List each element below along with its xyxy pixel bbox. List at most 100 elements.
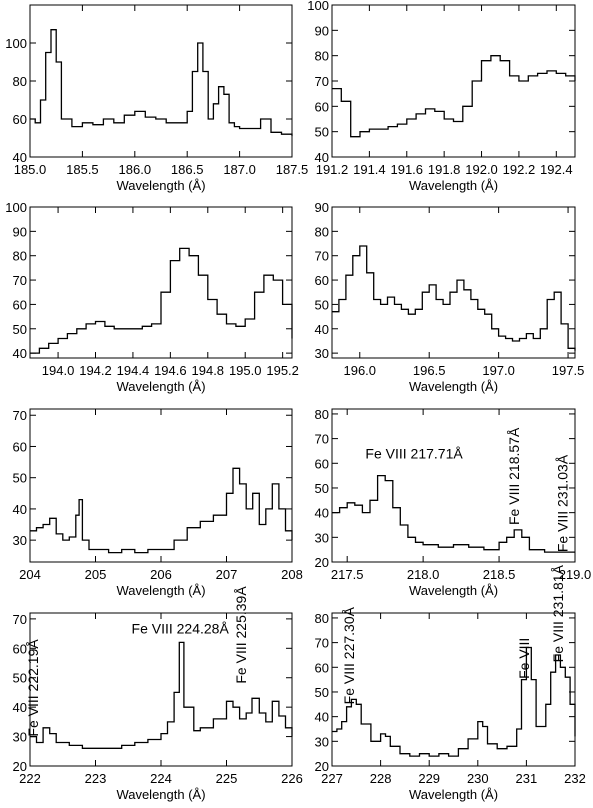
y-tick-label: 100 [5,36,27,51]
y-tick-label: 70 [13,273,27,288]
y-tick-label: 30 [315,734,329,749]
y-tick-label: 80 [315,611,329,626]
x-tick-label: 194.0 [42,363,75,378]
y-tick-label: 60 [315,456,329,471]
y-tick-label: 60 [315,273,329,288]
y-tick-label: 70 [13,612,27,627]
x-tick-label: 194.4 [117,363,150,378]
y-tick-label: 100 [307,0,329,13]
x-axis-label: Wavelength (Å) [409,178,498,193]
plot-frame [331,206,576,359]
x-tick-label: 232 [564,771,586,786]
spectrum-line [30,467,293,554]
x-tick-label: 196.5 [413,363,446,378]
x-tick-label: 208 [281,567,303,582]
y-tick-label: 50 [315,685,329,700]
plot-frame [29,206,293,359]
y-tick-label: 40 [13,346,27,361]
x-tick-label: 192.4 [540,162,573,177]
y-tick-label: 90 [315,23,329,38]
x-tick-label: 204 [19,567,41,582]
x-tick-label: 195.0 [229,363,262,378]
y-tick-label: 60 [315,99,329,114]
line-annotation: Fe VIII [516,638,532,679]
y-tick-label: 70 [315,636,329,651]
plot-frame [331,408,576,563]
x-tick-label: 229 [418,771,440,786]
x-tick-label: 223 [85,771,107,786]
y-tick-label: 50 [315,481,329,496]
y-tick-label: 60 [13,297,27,312]
x-tick-label: 195.2 [266,363,299,378]
x-axis-label: Wavelength (Å) [409,379,498,394]
x-tick-label: 205 [85,567,107,582]
x-tick-label: 196.0 [343,363,376,378]
x-tick-label: 191.4 [353,162,386,177]
x-tick-label: 197.0 [482,363,515,378]
x-tick-label: 192.2 [503,162,536,177]
x-tick-label: 185.5 [66,162,99,177]
x-tick-label: 194.2 [79,363,112,378]
line-annotation: Fe VIII 231.81Å [550,564,566,662]
plot-frame [331,4,576,158]
x-tick-label: 194.6 [154,363,187,378]
y-tick-label: 30 [315,346,329,361]
x-tick-label: 186.5 [171,162,204,177]
x-tick-label: 206 [150,567,172,582]
y-tick-label: 60 [315,660,329,675]
x-tick-label: 227 [321,771,343,786]
plot-frame [331,612,576,767]
panel-6: 217.5 218.0 218.5 219.0 20 30 40 50 60 70 80 Wavele… [315,407,592,598]
spectrum-line [332,55,576,138]
y-tick-label: 40 [315,150,329,165]
y-tick-label: 80 [315,224,329,239]
x-axis-label: Wavelength (Å) [116,178,205,193]
line-annotation: Fe VIII 217.71Å [365,445,463,461]
x-axis-label: Wavelength (Å) [116,379,205,394]
panel-2: 191.2 191.4 191.6 191.8 192.0 192.2 192.4 40 50 6… [307,0,576,193]
y-tick-label: 50 [315,297,329,312]
x-tick-label: 217.5 [331,567,364,582]
spectrum-line [332,245,576,351]
y-tick-label: 50 [13,322,27,337]
line-annotation: Fe VIII 227.30Å [341,606,357,704]
x-tick-label: 185.0 [14,162,47,177]
y-tick-label: 40 [315,506,329,521]
y-tick-label: 70 [315,432,329,447]
y-tick-label: 70 [315,249,329,264]
y-tick-label: 80 [13,249,27,264]
x-tick-label: 219.0 [559,567,592,582]
y-tick-label: 70 [315,74,329,89]
x-tick-label: 187.0 [223,162,256,177]
y-tick-label: 40 [315,710,329,725]
y-tick-label: 40 [13,700,27,715]
x-tick-label: 222 [19,771,41,786]
x-tick-label: 191.2 [316,162,349,177]
y-tick-label: 30 [13,730,27,745]
y-tick-label: 40 [13,150,27,165]
y-tick-label: 20 [315,555,329,570]
spectrum-line [30,247,293,354]
x-tick-label: 197.5 [552,363,585,378]
y-tick-label: 20 [13,759,27,774]
x-axis-label: Wavelength (Å) [116,583,205,598]
x-tick-label: 228 [370,771,392,786]
y-tick-label: 40 [315,322,329,337]
y-tick-label: 30 [13,533,27,548]
x-tick-label: 225 [216,771,238,786]
x-axis-label: Wavelength (Å) [116,787,205,802]
x-tick-label: 191.6 [390,162,423,177]
x-axis-label: Wavelength (Å) [409,787,498,802]
x-tick-label: 230 [467,771,489,786]
y-tick-label: 40 [13,502,27,517]
spectrum-line [332,474,575,553]
spectrum-line [30,641,293,749]
x-tick-label: 207 [216,567,238,582]
spectrum-line [332,646,576,757]
x-tick-label: 226 [281,771,303,786]
y-tick-label: 100 [5,200,27,215]
panel-3: 194.0 194.2 194.4 194.6 194.8 195.0 195.2 40 50 6… [5,200,299,394]
x-tick-label: 187.5 [276,162,309,177]
x-tick-label: 224 [150,771,172,786]
